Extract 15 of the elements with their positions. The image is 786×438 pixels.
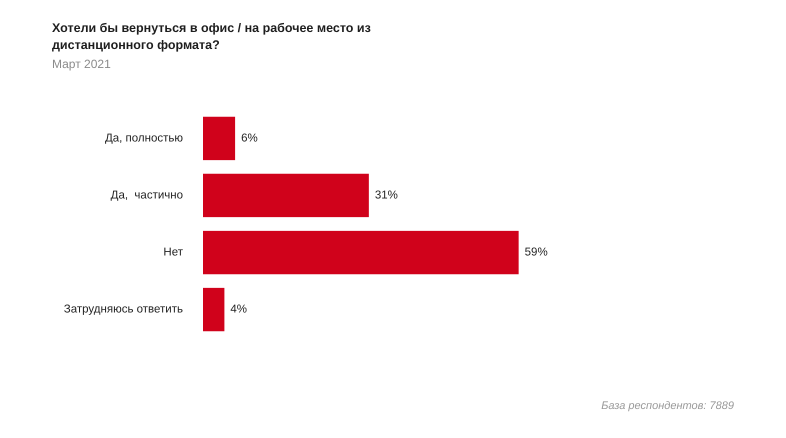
y-tick-label: Нет [163,246,184,259]
bar [203,174,369,218]
text: Март 2021 [52,57,111,71]
text: База респондентов: 7889 [601,400,734,412]
bar [203,288,224,332]
data-label: 59% [524,246,548,259]
data-label: 4% [230,304,248,316]
data-label: 6% [241,132,258,145]
bar [203,116,236,160]
bar [203,230,519,274]
y-tick-label: Да, частично [110,190,183,202]
y-tick-label: Да, полностью [104,132,184,145]
y-tick-label: Затрудняюсь ответить [64,304,183,316]
chart-title: Хотели бы вернуться в офис / на рабочее место из дистанционного формата? [52,20,372,54]
data-label: 31% [374,190,398,202]
